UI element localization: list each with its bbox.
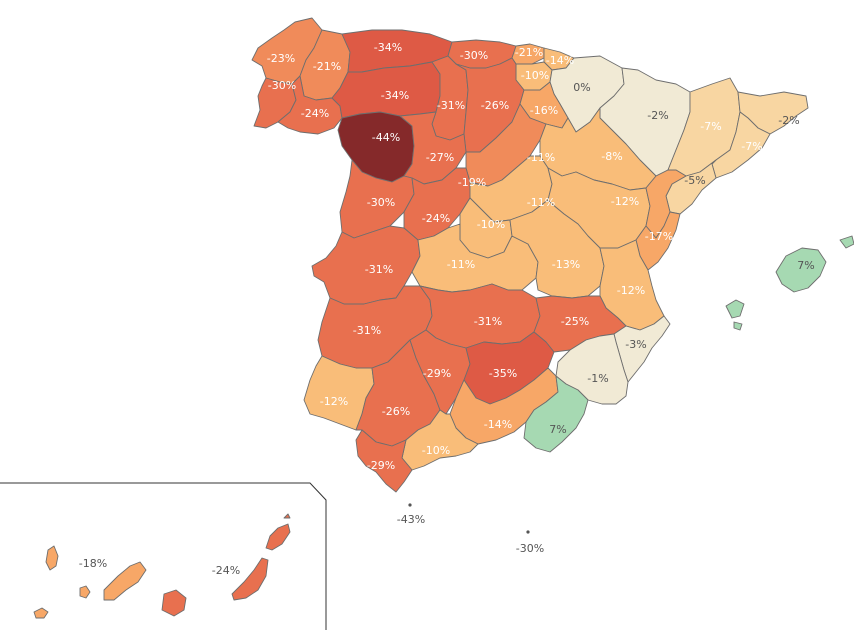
canary-islands-inset-frame xyxy=(0,482,327,630)
ceuta-marker xyxy=(408,503,412,507)
label-melilla: -30% xyxy=(516,542,544,555)
label-sevilla: -26% xyxy=(382,405,410,418)
label-asturias: -34% xyxy=(374,41,402,54)
province-malaga xyxy=(401,409,479,471)
label-castellon: -17% xyxy=(645,230,673,243)
label-zamora: -44% xyxy=(372,131,400,144)
province-zamora xyxy=(337,111,415,183)
label-lleida: -7% xyxy=(700,120,721,133)
province-murcia xyxy=(555,333,629,405)
label-ciudad-real: -31% xyxy=(474,315,502,328)
label-granada: -14% xyxy=(484,418,512,431)
label-gipuzkoa: -14% xyxy=(546,54,574,67)
label-alava: -10% xyxy=(521,69,549,82)
label-girona: -2% xyxy=(778,114,799,127)
label-malaga: -10% xyxy=(422,444,450,457)
label-navarra: 0% xyxy=(573,81,590,94)
label-bizkaia: -21% xyxy=(515,46,543,59)
label-segovia: -11% xyxy=(527,196,555,209)
province-baleares xyxy=(725,235,854,331)
label-barcelona: -7% xyxy=(741,140,762,153)
label-badajoz: -31% xyxy=(353,324,381,337)
label-zaragoza: -8% xyxy=(601,150,622,163)
province-ourense xyxy=(277,75,343,135)
label-leon: -34% xyxy=(381,89,409,102)
province-barcelona xyxy=(711,111,771,179)
label-las-palmas: -24% xyxy=(212,564,240,577)
label-soria: -19% xyxy=(458,176,486,189)
label-cantabria: -30% xyxy=(460,49,488,62)
label-la-rioja: -16% xyxy=(530,104,558,117)
label-tarragona: -5% xyxy=(684,174,705,187)
label-ourense: -24% xyxy=(301,107,329,120)
label-huesca: -2% xyxy=(647,109,668,122)
label-valencia: -12% xyxy=(617,284,645,297)
province-value-labels: -23% -21% -30% -24% -34% -30% -21% -14% … xyxy=(79,41,815,577)
label-guadalajara: -11% xyxy=(527,151,555,164)
label-pontevedra: -30% xyxy=(268,79,296,92)
label-a-coruna: -23% xyxy=(267,52,295,65)
label-albacete: -25% xyxy=(561,315,589,328)
label-salamanca: -30% xyxy=(367,196,395,209)
label-huelva: -12% xyxy=(320,395,348,408)
province-salamanca xyxy=(339,159,415,239)
province-cadiz xyxy=(355,429,413,493)
label-palencia: -31% xyxy=(437,99,465,112)
province-santa-cruz-de-tenerife xyxy=(33,545,147,619)
label-teruel: -12% xyxy=(611,195,639,208)
label-toledo: -11% xyxy=(447,258,475,271)
label-cordoba: -29% xyxy=(423,367,451,380)
label-avila: -24% xyxy=(422,212,450,225)
label-cadiz: -29% xyxy=(367,459,395,472)
label-baleares: 7% xyxy=(797,259,814,272)
label-caceres: -31% xyxy=(365,263,393,276)
province-almeria xyxy=(523,375,589,453)
melilla-marker xyxy=(526,530,530,534)
province-las-palmas xyxy=(161,513,291,617)
label-murcia: -1% xyxy=(587,372,608,385)
label-alicante: -3% xyxy=(625,338,646,351)
label-ceuta: -43% xyxy=(397,513,425,526)
label-madrid: -10% xyxy=(477,218,505,231)
label-burgos: -26% xyxy=(481,99,509,112)
label-cuenca: -13% xyxy=(552,258,580,271)
label-valladolid: -27% xyxy=(426,151,454,164)
label-almeria: 7% xyxy=(549,423,566,436)
label-santa-cruz-de-tenerife: -18% xyxy=(79,557,107,570)
label-jaen: -35% xyxy=(489,367,517,380)
label-lugo: -21% xyxy=(313,60,341,73)
